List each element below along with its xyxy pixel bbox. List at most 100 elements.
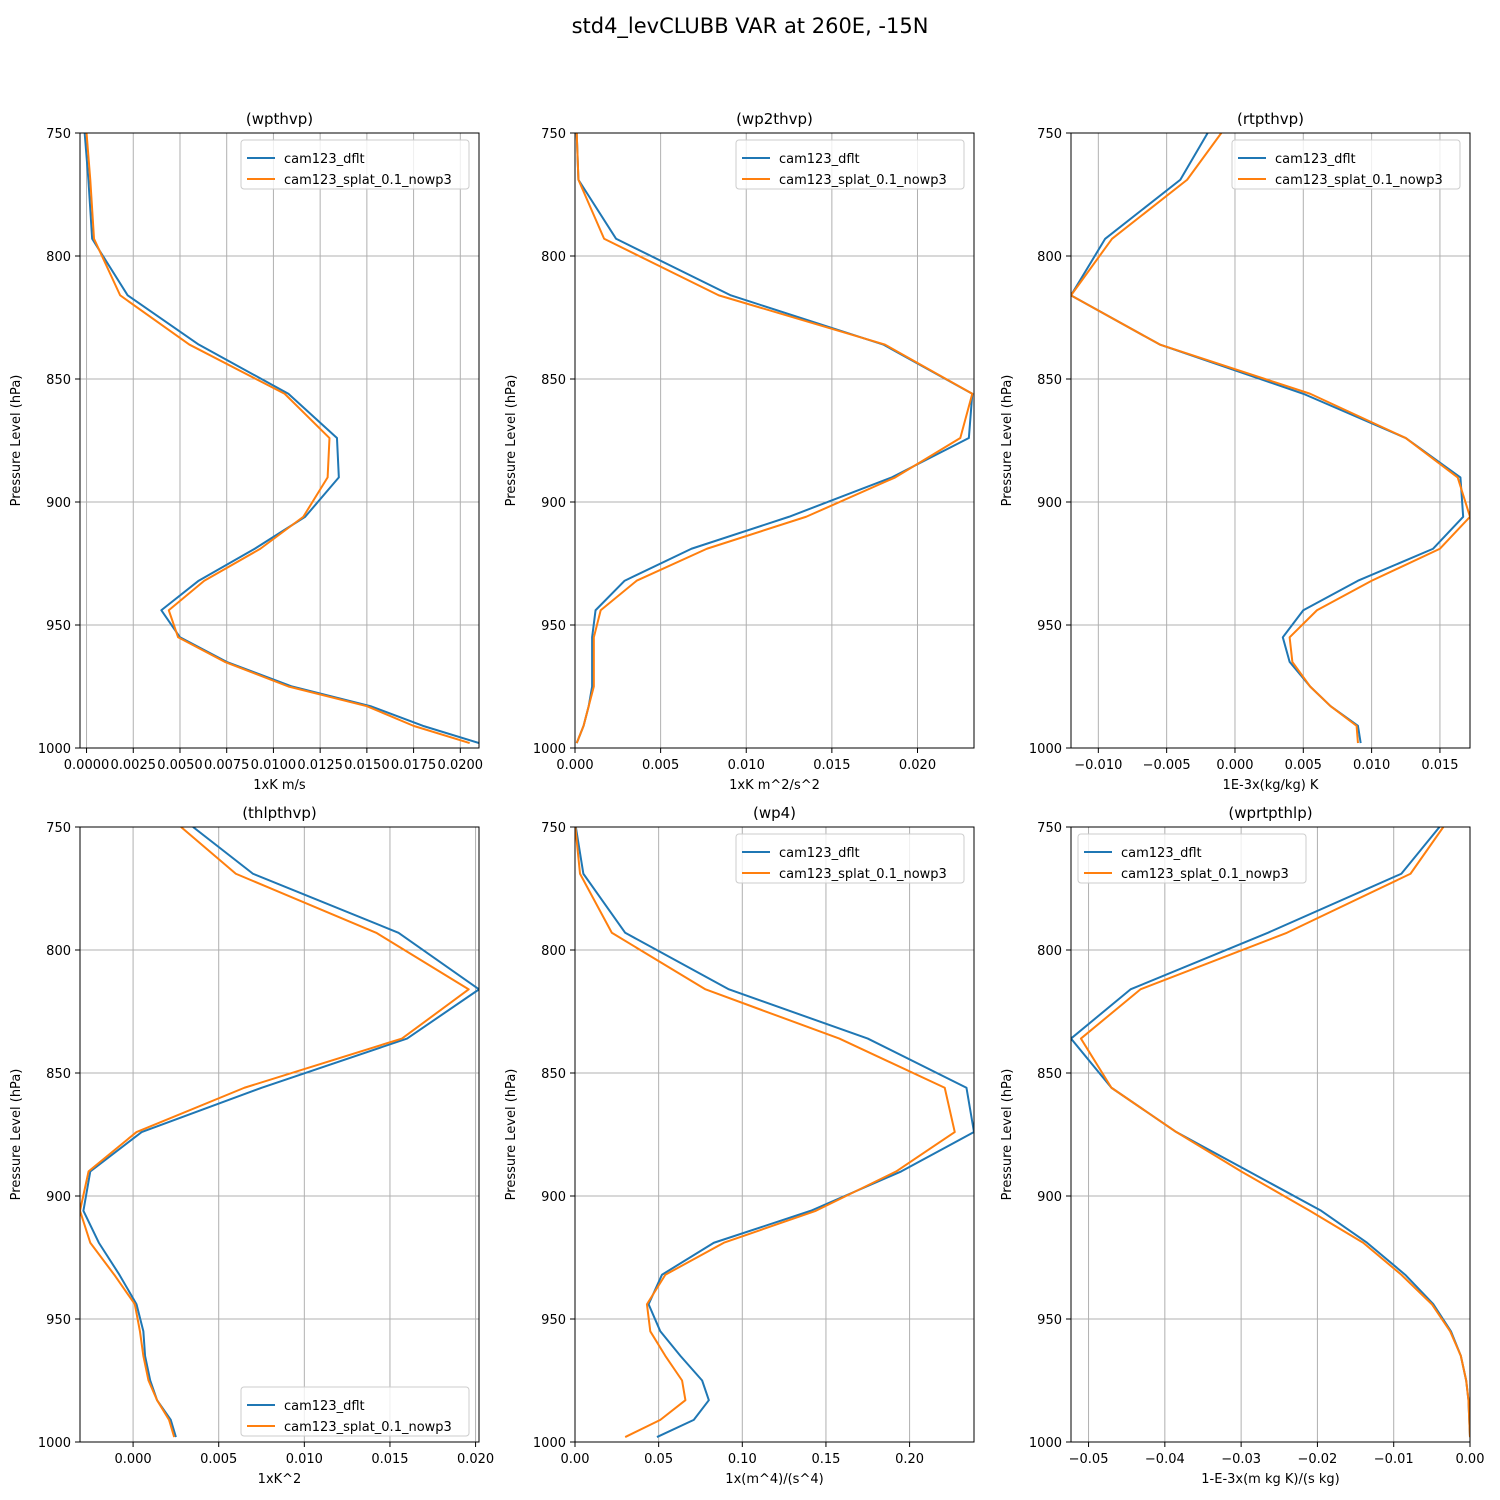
legend-box <box>735 833 965 884</box>
x-tick-label: 0.010 <box>1353 758 1390 773</box>
x-axis-label: 1x(m^4)/(s^4) <box>725 1472 823 1487</box>
x-tick-label: 0.010 <box>728 758 765 773</box>
series-line-1 <box>82 827 479 1438</box>
chart-panel-5: 0.00 0.05 0.10 0.15 0.20 750 800 850 900 950 1000 (… <box>504 804 975 1487</box>
legend-label-1: cam123_dflt <box>779 152 860 167</box>
legend-label-1: cam123_dflt <box>1275 152 1356 167</box>
legend-label-2: cam123_splat_0.1_nowp3 <box>284 173 452 188</box>
legend-label-2: cam123_splat_0.1_nowp3 <box>1275 173 1443 188</box>
y-tick-label: 800 <box>46 250 71 265</box>
x-tick-label: 0.00 <box>561 1452 590 1467</box>
y-tick-label: 1000 <box>38 1436 71 1451</box>
y-tick-label: 950 <box>541 1313 566 1328</box>
x-tick-label: 0.005 <box>642 758 679 773</box>
y-axis-label: Pressure Level (hPa) <box>1000 1069 1015 1201</box>
series-line-1 <box>575 133 974 744</box>
x-tick-label: −0.04 <box>1145 1452 1185 1467</box>
series-line-2 <box>85 133 470 745</box>
series-group <box>83 133 479 745</box>
y-tick-label: 850 <box>541 373 566 388</box>
x-tick-label: 0.00 <box>1456 1452 1485 1467</box>
series-group <box>1071 827 1470 1438</box>
x-tick-label: 0.020 <box>899 758 936 773</box>
legend: cam123_dflt cam123_splat_0.1_nowp3 <box>735 139 965 190</box>
y-tick-label: 900 <box>46 496 71 511</box>
y-axis-label: Pressure Level (hPa) <box>9 375 24 507</box>
x-tick-label: 0.020 <box>457 1452 494 1467</box>
y-tick-label: 900 <box>1037 496 1062 511</box>
x-tick-label: 0.0200 <box>438 758 484 773</box>
x-tick-label: −0.005 <box>1143 758 1191 773</box>
legend-label-1: cam123_dflt <box>284 1399 365 1414</box>
y-tick-label: 950 <box>46 1313 71 1328</box>
x-tick-label: 0.0075 <box>204 758 250 773</box>
legend-label-2: cam123_splat_0.1_nowp3 <box>779 867 947 882</box>
x-tick-label: 0.010 <box>286 1452 323 1467</box>
y-tick-label: 800 <box>541 944 566 959</box>
y-tick-label: 850 <box>46 1067 71 1082</box>
y-axis-label: Pressure Level (hPa) <box>504 375 519 507</box>
x-axis-label: 1xK m/s <box>253 778 306 793</box>
x-axis-label: 1xK m^2/s^2 <box>729 778 820 793</box>
panel-title: (thlpthvp) <box>242 804 317 822</box>
y-tick-label: 750 <box>1037 127 1062 142</box>
legend-box <box>240 139 470 190</box>
y-tick-label: 850 <box>1037 373 1062 388</box>
x-tick-label: 0.05 <box>644 1452 673 1467</box>
y-tick-label: 750 <box>1037 821 1062 836</box>
x-axis-label: 1E-3x(kg/kg) K <box>1223 778 1319 793</box>
x-tick-label: 0.015 <box>1421 758 1458 773</box>
legend-label-1: cam123_dflt <box>284 152 365 167</box>
y-tick-label: 1000 <box>533 1436 566 1451</box>
legend-label-1: cam123_dflt <box>779 846 860 861</box>
y-tick-label: 850 <box>1037 1067 1062 1082</box>
chart-panel-4: 0.000 0.005 0.010 0.015 0.020 750 800 850 900 950… <box>9 804 494 1487</box>
y-tick-label: 850 <box>46 373 71 388</box>
y-tick-label: 750 <box>46 821 71 836</box>
chart-panel-1: 0.0000 0.0025 0.0050 0.0075 0.0100 0.0125 0.01… <box>9 110 483 793</box>
x-tick-label: −0.010 <box>1074 758 1122 773</box>
legend: cam123_dflt cam123_splat_0.1_nowp3 <box>1231 139 1461 190</box>
plot-frame <box>1070 132 1471 749</box>
y-tick-label: 1000 <box>533 742 566 757</box>
legend: cam123_dflt cam123_splat_0.1_nowp3 <box>735 833 965 884</box>
y-tick-label: 950 <box>1037 619 1062 634</box>
plot-frame <box>1070 826 1471 1443</box>
legend-box <box>1077 833 1307 884</box>
figure-title: std4_levCLUBB VAR at 260E, -15N <box>571 14 929 38</box>
panel-title: (wprtpthlp) <box>1228 804 1312 822</box>
x-tick-label: −0.05 <box>1069 1452 1109 1467</box>
series-group <box>575 133 974 744</box>
plot-frame <box>574 826 975 1443</box>
legend: cam123_dflt cam123_splat_0.1_nowp3 <box>240 1386 470 1437</box>
x-tick-label: 0.0125 <box>297 758 343 773</box>
y-tick-label: 900 <box>1037 1190 1062 1205</box>
chart-panel-2: 0.000 0.005 0.010 0.015 0.020 750 800 850 900 950… <box>504 110 975 793</box>
panel-title: (wpthvp) <box>246 110 313 128</box>
series-line-2 <box>1071 133 1470 744</box>
y-tick-label: 1000 <box>38 742 71 757</box>
legend-label-1: cam123_dflt <box>1121 846 1202 861</box>
legend: cam123_dflt cam123_splat_0.1_nowp3 <box>1077 833 1307 884</box>
plot-frame <box>79 826 480 1443</box>
legend-box <box>735 139 965 190</box>
chart-panel-3: −0.010 −0.005 0.000 0.005 0.010 0.015 750 800 85… <box>1000 110 1471 793</box>
plot-frame <box>574 132 975 749</box>
x-tick-label: −0.03 <box>1221 1452 1261 1467</box>
y-tick-label: 800 <box>1037 944 1062 959</box>
series-line-2 <box>575 133 974 744</box>
series-group <box>575 827 974 1438</box>
series-line-2 <box>80 827 470 1438</box>
legend-label-2: cam123_splat_0.1_nowp3 <box>1121 867 1289 882</box>
plot-frame <box>79 132 480 749</box>
y-tick-label: 800 <box>1037 250 1062 265</box>
x-tick-label: 0.005 <box>200 1452 237 1467</box>
y-tick-label: 900 <box>541 1190 566 1205</box>
panel-title: (rtpthvp) <box>1237 110 1304 128</box>
x-tick-label: −0.02 <box>1297 1452 1337 1467</box>
y-tick-label: 950 <box>46 619 71 634</box>
y-tick-label: 900 <box>46 1190 71 1205</box>
y-axis-label: Pressure Level (hPa) <box>9 1069 24 1201</box>
series-line-2 <box>1079 827 1470 1438</box>
